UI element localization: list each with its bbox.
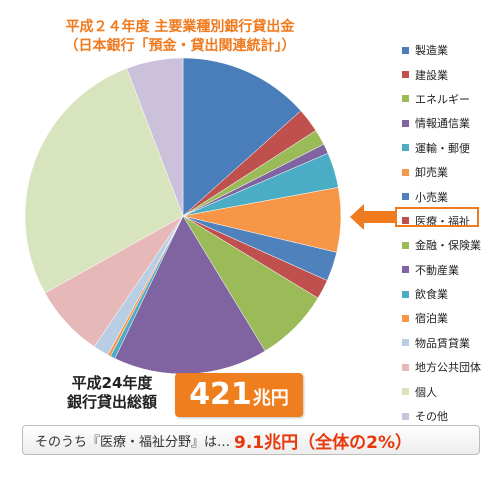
legend-item: 金融・保険業 (402, 233, 481, 257)
legend-swatch (402, 144, 409, 152)
total-value: 421 (189, 377, 252, 412)
total-label: 平成24年度 銀行貸出総額 (38, 374, 186, 412)
legend-swatch (402, 388, 409, 396)
legend-label: 製造業 (415, 44, 448, 58)
legend-item: 小売業 (402, 184, 481, 208)
legend-swatch (402, 217, 409, 225)
legend-item: 情報通信業 (402, 111, 481, 135)
legend-item: 建設業 (402, 62, 481, 86)
legend-item: 地方公共団体 (402, 355, 481, 379)
legend-label: 飲食業 (415, 288, 448, 302)
total-label-line1: 平成24年度 (71, 374, 153, 392)
legend-swatch (402, 168, 409, 176)
legend-item: 卸売業 (402, 160, 481, 184)
legend-label: 卸売業 (415, 166, 448, 180)
legend-label: 運輸・郵便 (415, 141, 470, 155)
legend-item: 運輸・郵便 (402, 136, 481, 160)
legend-item: 物品賃貸業 (402, 331, 481, 355)
legend-label: 建設業 (415, 68, 448, 82)
left-arrow-icon (350, 204, 396, 230)
chart-title-line2: （日本銀行「預金・貸出関連統計」） (64, 38, 296, 54)
legend-item: 不動産業 (402, 258, 481, 282)
legend: 製造業建設業エネルギー情報通信業運輸・郵便卸売業小売業医療・福祉金融・保険業 不動… (402, 38, 481, 428)
legend-swatch (402, 193, 409, 201)
legend-label: 医療・福祉 (415, 214, 470, 228)
legend-label: 個人 (415, 385, 437, 399)
legend-label: 物品賃貸業 (415, 336, 470, 350)
legend-swatch (402, 339, 409, 347)
legend-label: 地方公共団体 (415, 361, 481, 375)
total-badge: 421 兆円 (175, 373, 303, 417)
legend-swatch (402, 119, 409, 127)
legend-item: 飲食業 (402, 282, 481, 306)
legend-label: その他 (415, 410, 448, 424)
legend-swatch (402, 314, 409, 322)
pie-slice-15 (126, 57, 184, 217)
total-unit: 兆円 (252, 388, 289, 409)
legend-item: 製造業 (402, 38, 481, 62)
legend-swatch (402, 95, 409, 103)
legend-label: 不動産業 (415, 263, 459, 277)
summary-prefix: そのうち『医療・福祉分野』は… (35, 434, 231, 450)
legend-label: 小売業 (415, 190, 448, 204)
legend-swatch (402, 290, 409, 298)
chart-title-line1: 平成２４年度 主要業種別銀行貸出金 (65, 19, 295, 35)
legend-swatch (402, 46, 409, 54)
legend-label: 金融・保険業 (415, 239, 481, 253)
legend-swatch (402, 412, 409, 420)
pie-slice-0 (182, 57, 302, 217)
legend-item: 医療・福祉 (402, 209, 481, 233)
chart-title: 平成２４年度 主要業種別銀行貸出金 （日本銀行「預金・貸出関連統計」） (30, 18, 330, 56)
legend-item: 個人 (402, 379, 481, 403)
legend-swatch (402, 363, 409, 371)
legend-highlight-box (395, 207, 479, 227)
legend-swatch (402, 71, 409, 79)
legend-swatch (402, 241, 409, 249)
summary-highlight: 9.1兆円（全体の2%） (234, 432, 412, 453)
legend-item: 宿泊業 (402, 306, 481, 330)
legend-swatch (402, 266, 409, 274)
summary-bar: そのうち『医療・福祉分野』は… 9.1兆円（全体の2%） (22, 425, 480, 455)
legend-item: その他 (402, 404, 481, 428)
legend-item: エネルギー (402, 87, 481, 111)
legend-label: 宿泊業 (415, 312, 448, 326)
pie-slice-14 (24, 68, 184, 294)
total-label-line2: 銀行貸出総額 (66, 393, 157, 411)
legend-label: エネルギー (415, 92, 470, 106)
legend-label: 情報通信業 (415, 117, 470, 131)
